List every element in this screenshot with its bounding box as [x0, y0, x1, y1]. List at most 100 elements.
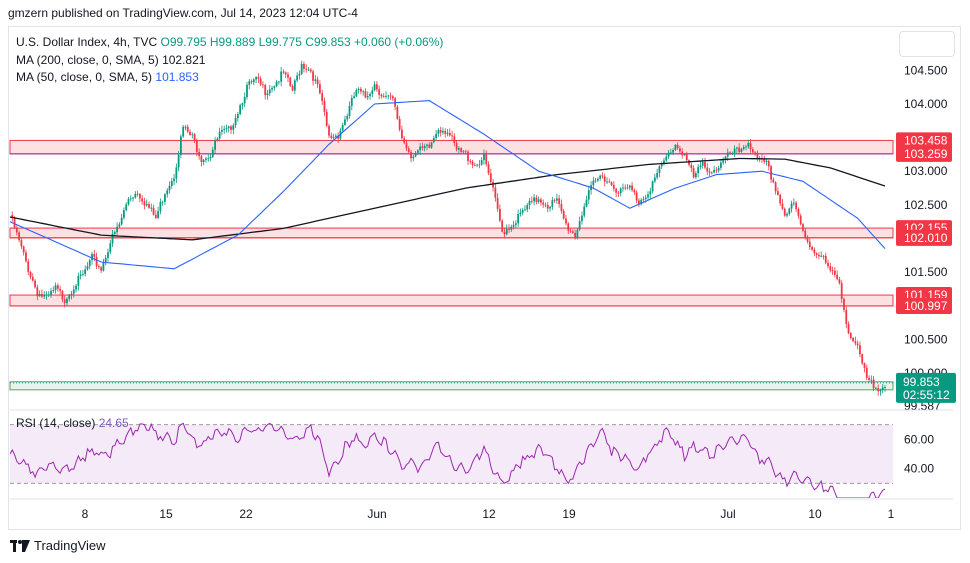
candle-body [412, 156, 415, 159]
price-level-tag: 102.010 [904, 231, 948, 245]
candle-body [699, 165, 702, 168]
candle-body [874, 388, 877, 389]
candle-body [827, 262, 829, 267]
price-level-tag: 100.997 [904, 299, 948, 313]
candle-body [380, 94, 383, 97]
candle-body [223, 128, 226, 130]
candle-body [633, 190, 636, 193]
candle-body [86, 266, 89, 270]
zones-layer [9, 139, 894, 391]
candle-body [214, 140, 216, 150]
candle-body [799, 215, 802, 225]
candle-body [198, 151, 201, 157]
candle-body [861, 354, 864, 364]
candle-body [97, 266, 100, 268]
candle-body [200, 156, 203, 163]
candle-body [298, 74, 301, 76]
candle-body [148, 204, 150, 208]
symbol-search-box[interactable] [899, 31, 955, 57]
price-level-tag-bg [896, 145, 952, 162]
candle-body [350, 98, 353, 106]
candle-body [138, 193, 141, 199]
candle-body [606, 181, 608, 183]
candle-body [822, 255, 825, 257]
price-level-tag-bg [896, 132, 952, 149]
candle-body [679, 148, 681, 152]
candle-body [179, 136, 182, 155]
candle-body [77, 275, 80, 286]
candle-body [806, 237, 809, 242]
candle-body [68, 294, 71, 299]
candle-body [141, 198, 144, 202]
candle-body [859, 345, 861, 355]
candle-body [503, 231, 506, 235]
candle-body [642, 199, 645, 200]
candle-body [132, 197, 134, 199]
candle-body [66, 298, 68, 304]
candle-body [638, 200, 640, 205]
candle-body [234, 118, 237, 126]
candle-body [129, 198, 132, 200]
candle-body [692, 167, 695, 178]
candle-body [562, 210, 565, 219]
price-tick-label: 100.500 [904, 332, 948, 346]
footer-brand-text: TradingView [34, 538, 106, 553]
candle-body [483, 153, 485, 161]
candle-body [321, 93, 324, 102]
candle-body [747, 142, 750, 147]
candle-body [574, 232, 577, 238]
candle-body [346, 115, 349, 120]
candle-body [262, 84, 264, 86]
candle-body [772, 179, 775, 183]
candle-body [389, 95, 392, 97]
rsi-tick-label: 40.00 [904, 462, 934, 476]
candle-body [277, 81, 280, 83]
candle-body [612, 185, 615, 189]
candle-body [435, 133, 438, 139]
candle-body [82, 274, 84, 275]
candle-body [508, 229, 510, 230]
candle-body [391, 96, 394, 99]
last-price-countdown: 02:55:12 [903, 388, 950, 402]
rsi-band [10, 424, 893, 484]
candle-body [437, 130, 440, 134]
candle-body [186, 126, 189, 132]
candle-body [419, 146, 422, 151]
last-price-value: 99.853 [903, 375, 940, 389]
candle-body [296, 75, 299, 81]
candle-body [230, 126, 232, 130]
candle-body [369, 94, 371, 97]
footer-brand[interactable]: TradingView [10, 538, 106, 553]
candle-body [448, 132, 451, 136]
candle-body [756, 152, 759, 159]
price-tick-label: 104.500 [904, 63, 948, 77]
candle-body [701, 161, 704, 166]
candle-body [34, 280, 36, 288]
candle-body [622, 187, 624, 189]
candle-body [125, 204, 128, 211]
candle-body [175, 167, 178, 179]
time-tick-label: 8 [82, 507, 89, 521]
candle-body [476, 164, 479, 166]
candle-body [829, 266, 832, 271]
candle-body [248, 81, 251, 85]
candle-body [355, 90, 358, 97]
candle-body [344, 119, 346, 125]
candle-body [207, 158, 210, 160]
candle-body [328, 125, 330, 136]
candle-body [430, 142, 433, 148]
candle-body [838, 279, 841, 284]
candle-body [104, 257, 107, 263]
candle-body [29, 271, 32, 277]
candle-body [164, 194, 166, 202]
candle-body [667, 152, 670, 157]
candle-body [840, 283, 843, 299]
candle-body [111, 233, 114, 244]
legend-ma200-value: 102.821 [162, 53, 206, 67]
rsi-line [10, 422, 886, 498]
candle-body [565, 218, 567, 224]
candle-body [660, 163, 663, 167]
candle-body [567, 223, 570, 231]
candle-body [341, 124, 344, 131]
